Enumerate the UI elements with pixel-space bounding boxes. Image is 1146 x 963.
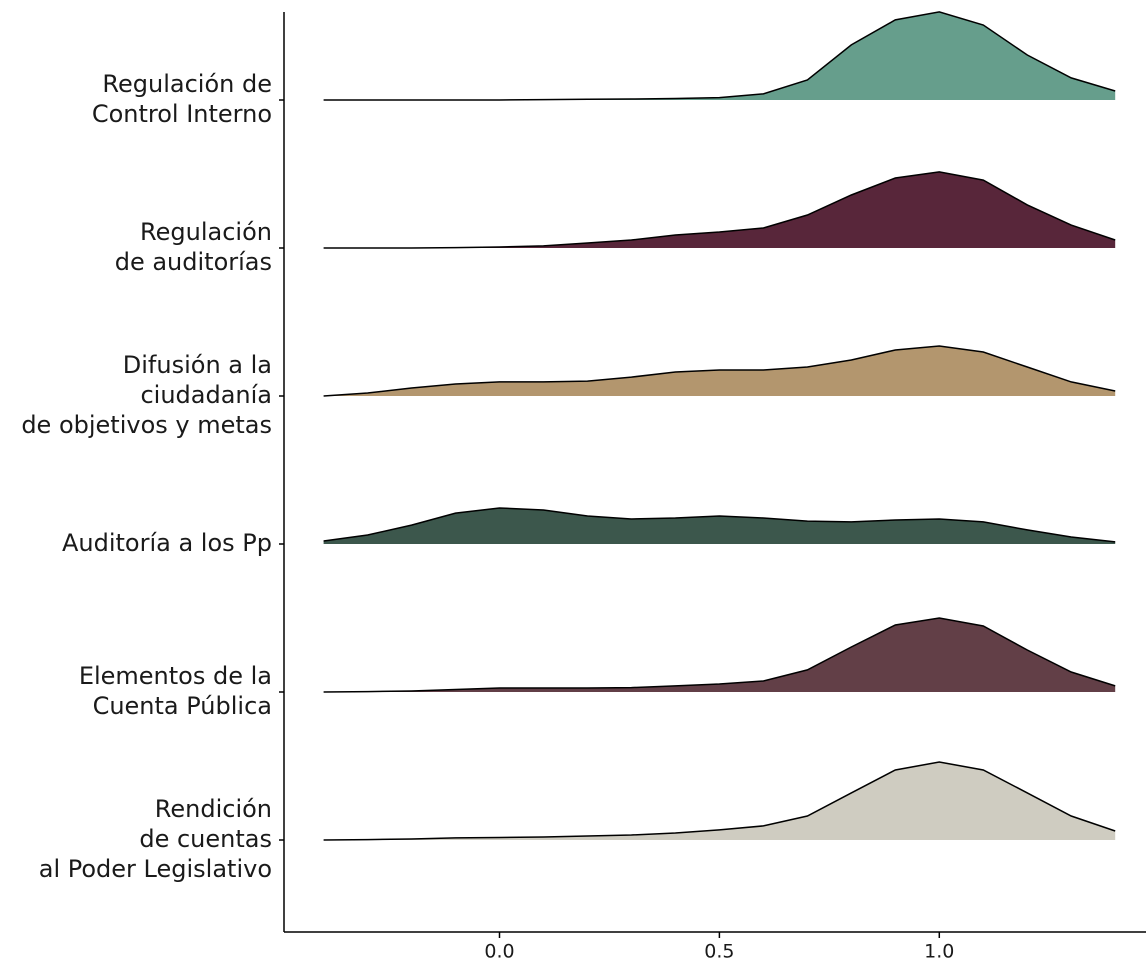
y-tick-label: de cuentas (139, 825, 272, 853)
y-tick-label: ciudadanía (140, 381, 272, 409)
y-tick-label: al Poder Legislativo (39, 855, 272, 883)
y-tick-label: Control Interno (92, 100, 272, 128)
ridge-area (323, 762, 1116, 840)
ridge-line (323, 345, 1116, 397)
ridge-line (323, 171, 1116, 249)
ridge-area (323, 618, 1116, 692)
ridge-area (323, 11, 1116, 100)
ridge-area (323, 508, 1116, 544)
y-tick-label: Elementos de la (79, 662, 272, 690)
y-tick-label: Difusión a la (123, 351, 272, 379)
y-tick-label: de auditorías (115, 248, 272, 276)
x-tick-label: 0.0 (484, 941, 514, 963)
y-tick-label: Auditoría a los Pp (62, 529, 272, 557)
x-tick-label: 1.0 (924, 941, 954, 963)
y-tick-label: de objetivos y metas (21, 411, 272, 439)
ridge-area (323, 346, 1116, 396)
y-tick-label: Regulación (140, 218, 272, 246)
ridge-line (323, 761, 1116, 841)
ridge-line (323, 507, 1116, 543)
ridge-line (323, 617, 1116, 693)
ridge-line (323, 11, 1116, 101)
ridge-area (323, 171, 1116, 248)
x-tick-label: 0.5 (704, 941, 734, 963)
y-tick-label: Regulación de (102, 70, 272, 98)
y-tick-label: Rendición (155, 795, 272, 823)
y-tick-label: Cuenta Pública (93, 692, 272, 720)
